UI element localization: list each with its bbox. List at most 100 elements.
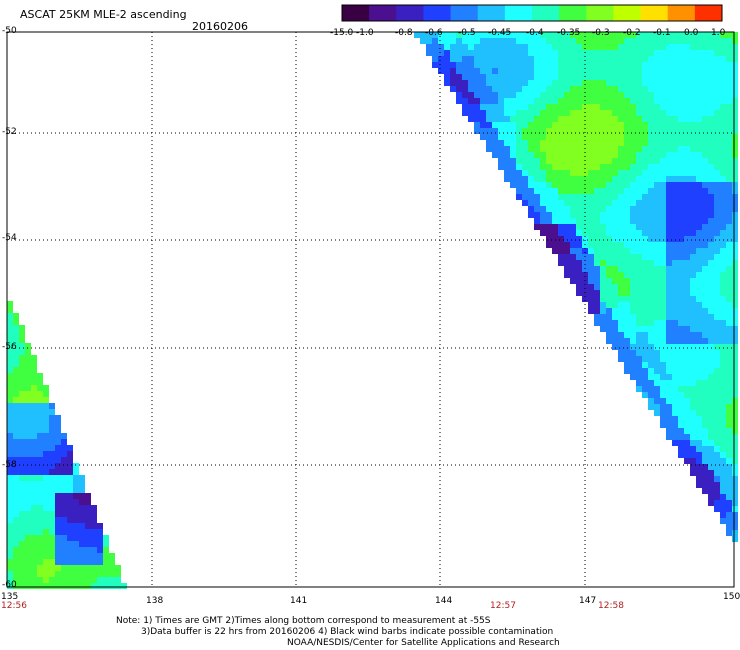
swath-pixel: [720, 248, 726, 254]
swath-pixel: [654, 122, 660, 128]
swath-pixel: [588, 128, 594, 134]
swath-pixel: [576, 122, 582, 128]
swath-pixel: [540, 80, 546, 86]
swath-pixel: [690, 284, 696, 290]
swath-pixel: [522, 98, 528, 104]
swath-pixel: [546, 206, 552, 212]
swath-pixel: [600, 44, 606, 50]
swath-pixel: [684, 152, 690, 158]
swath-pixel: [690, 50, 696, 56]
swath-pixel: [726, 422, 732, 428]
swath-pixel: [504, 62, 510, 68]
swath-pixel: [690, 410, 696, 416]
swath-pixel: [486, 128, 492, 134]
swath-pixel: [708, 236, 714, 242]
swath-pixel: [576, 98, 582, 104]
swath-pixel: [630, 68, 636, 74]
swath-pixel: [678, 200, 684, 206]
swath-pixel: [450, 86, 456, 92]
swath-pixel: [618, 278, 624, 284]
swath-pixel: [654, 362, 660, 368]
swath-pixel: [714, 278, 720, 284]
swath-pixel: [660, 236, 666, 242]
swath-pixel: [522, 200, 528, 206]
swath-pixel: [726, 242, 732, 248]
swath-pixel: [498, 80, 504, 86]
swath-pixel: [37, 577, 43, 583]
swath-pixel: [558, 56, 564, 62]
swath-pixel: [31, 535, 37, 541]
swath-pixel: [618, 62, 624, 68]
swath-pixel: [588, 218, 594, 224]
swath-pixel: [684, 326, 690, 332]
colorbar-swatch: [504, 5, 533, 21]
swath-pixel: [690, 386, 696, 392]
swath-pixel: [690, 44, 696, 50]
swath-pixel: [618, 200, 624, 206]
swath-pixel: [43, 529, 49, 535]
swath-pixel: [594, 260, 600, 266]
swath-pixel: [684, 392, 690, 398]
swath-pixel: [636, 272, 642, 278]
swath-pixel: [678, 86, 684, 92]
swath-pixel: [726, 152, 732, 158]
swath-pixel: [684, 338, 690, 344]
swath-pixel: [498, 122, 504, 128]
swath-pixel: [666, 218, 672, 224]
swath-pixel: [624, 194, 630, 200]
swath-pixel: [444, 80, 450, 86]
swath-pixel: [31, 355, 37, 361]
swath-pixel: [690, 428, 696, 434]
swath-pixel: [702, 476, 708, 482]
swath-pixel: [636, 386, 642, 392]
swath-pixel: [492, 140, 498, 146]
swath-pixel: [13, 535, 19, 541]
swath-pixel: [564, 176, 570, 182]
swath-pixel: [690, 350, 696, 356]
swath-pixel: [672, 422, 678, 428]
swath-pixel: [492, 80, 498, 86]
swath-pixel: [552, 236, 558, 242]
swath-pixel: [684, 140, 690, 146]
swath-pixel: [672, 110, 678, 116]
swath-pixel: [642, 266, 648, 272]
swath-pixel: [618, 308, 624, 314]
swath-pixel: [672, 38, 678, 44]
swath-pixel: [696, 188, 702, 194]
swath-pixel: [678, 44, 684, 50]
swath-pixel: [61, 445, 67, 451]
swath-pixel: [720, 110, 726, 116]
swath-pixel: [720, 374, 726, 380]
swath-pixel: [558, 182, 564, 188]
swath-pixel: [648, 134, 654, 140]
swath-pixel: [678, 218, 684, 224]
swath-pixel: [576, 80, 582, 86]
swath-pixel: [7, 355, 13, 361]
swath-pixel: [618, 122, 624, 128]
swath-pixel: [31, 571, 37, 577]
swath-pixel: [19, 343, 25, 349]
swath-pixel: [654, 242, 660, 248]
swath-pixel: [13, 505, 19, 511]
swath-pixel: [654, 266, 660, 272]
swath-pixel: [654, 386, 660, 392]
swath-pixel: [576, 146, 582, 152]
swath-pixel: [660, 194, 666, 200]
swath-pixel: [732, 368, 738, 374]
swath-pixel: [630, 224, 636, 230]
swath-pixel: [714, 290, 720, 296]
swath-pixel: [13, 397, 19, 403]
swath-pixel: [714, 296, 720, 302]
swath-pixel: [612, 326, 618, 332]
swath-pixel: [582, 212, 588, 218]
lat-label: -52: [2, 127, 17, 137]
swath-pixel: [109, 565, 115, 571]
swath-pixel: [588, 74, 594, 80]
swath-pixel: [19, 535, 25, 541]
swath-pixel: [654, 308, 660, 314]
swath-pixel: [690, 398, 696, 404]
swath-pixel: [726, 512, 732, 518]
swath-pixel: [654, 56, 660, 62]
swath-pixel: [666, 272, 672, 278]
swath-pixel: [660, 50, 666, 56]
